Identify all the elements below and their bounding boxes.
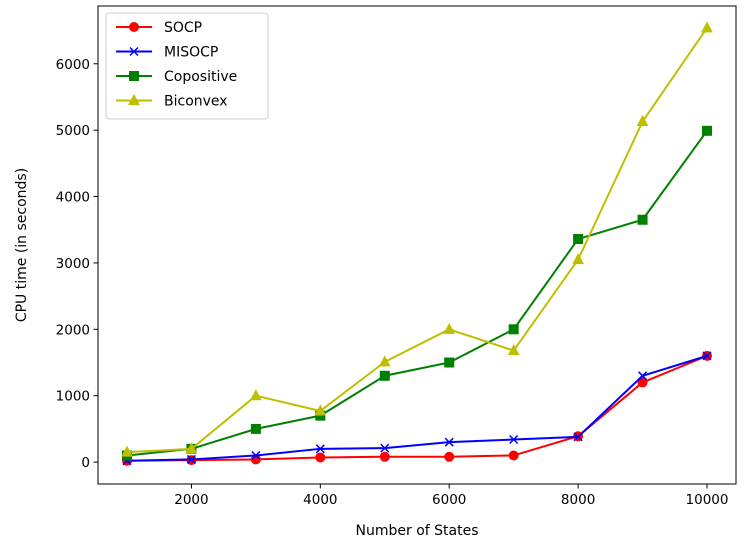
x-marker-stroke	[638, 371, 648, 381]
x-tick-label: 6000	[432, 492, 466, 508]
data-point-biconvex	[314, 404, 327, 416]
data-point-copositive	[508, 324, 519, 335]
y-axis-label: CPU time (in seconds)	[14, 168, 30, 322]
legend-item-copositive: Copositive	[116, 69, 237, 85]
data-point-misocp	[186, 454, 196, 464]
x-marker-stroke	[129, 46, 139, 57]
legend-marker	[129, 71, 139, 81]
data-point-socp	[508, 450, 519, 461]
data-point-misocp	[509, 434, 519, 445]
legend-box	[105, 12, 269, 120]
x-tick-label: 8000	[561, 492, 595, 508]
legend-item-socp: SOCP	[116, 20, 202, 36]
data-point-misocp	[444, 437, 454, 447]
plot-marks	[121, 21, 713, 466]
x-tick-label: 2000	[174, 492, 208, 508]
legend-label: Copositive	[164, 69, 237, 85]
data-point-misocp	[638, 371, 648, 381]
y-tick-label: 6000	[56, 57, 90, 73]
data-point-copositive	[379, 370, 390, 381]
x-marker-stroke	[444, 437, 454, 447]
plot-frame	[97, 5, 737, 485]
data-point-biconvex	[507, 343, 520, 356]
x-marker-stroke	[315, 444, 325, 454]
data-point-misocp	[315, 444, 325, 454]
data-point-copositive	[250, 423, 261, 434]
data-point-biconvex	[185, 442, 198, 454]
legend-marker	[129, 46, 139, 57]
y-tick-label: 5000	[56, 123, 90, 139]
legend-item-misocp: MISOCP	[116, 45, 218, 61]
x-axis-label: Number of States	[356, 523, 479, 539]
series-biconvex	[121, 21, 713, 457]
legend: SOCP MISOCP Copositive Biconvex	[105, 12, 269, 120]
data-point-biconvex	[636, 114, 649, 127]
x-tick-label: 10000	[686, 492, 729, 508]
y-tick-label: 0	[81, 455, 90, 471]
y-tick-label: 1000	[56, 389, 90, 405]
data-point-biconvex	[250, 389, 262, 401]
data-point-copositive	[702, 125, 712, 136]
series-line-biconvex	[126, 27, 708, 454]
data-point-biconvex	[443, 322, 456, 334]
data-point-copositive	[444, 357, 455, 368]
data-point-biconvex	[121, 445, 133, 457]
legend-label: Biconvex	[164, 94, 228, 110]
y-tick-label: 4000	[56, 190, 90, 206]
series-line-misocp	[126, 354, 708, 462]
y-axis: 0 1000 2000 3000 4000 5000 6000	[56, 57, 98, 471]
data-point-misocp	[380, 443, 390, 453]
x-marker-stroke	[380, 443, 390, 453]
legend-marker	[128, 93, 140, 105]
series-line-socp	[126, 354, 708, 462]
x-tick-label: 4000	[303, 492, 337, 508]
data-point-misocp	[251, 450, 261, 460]
x-marker-stroke	[186, 454, 196, 464]
data-point-socp	[379, 451, 390, 462]
y-tick-label: 2000	[56, 322, 90, 338]
legend-marker	[129, 22, 139, 32]
x-marker-stroke	[251, 450, 261, 460]
x-marker-stroke	[509, 434, 519, 445]
data-point-socp	[637, 377, 648, 388]
data-point-biconvex	[378, 355, 391, 367]
data-point-misocp	[573, 432, 583, 442]
x-marker-stroke	[573, 432, 583, 442]
y-tick-label: 3000	[56, 256, 90, 272]
data-point-socp	[315, 452, 326, 463]
x-axis: 2000 4000 6000 8000 10000	[174, 484, 728, 508]
data-point-biconvex	[572, 253, 584, 265]
data-point-socp	[444, 451, 455, 462]
series-copositive	[122, 125, 712, 461]
x-marker-stroke	[702, 351, 712, 361]
legend-label: MISOCP	[164, 45, 218, 61]
data-point-biconvex	[701, 21, 713, 33]
data-point-copositive	[573, 234, 584, 245]
legend-label: SOCP	[164, 20, 202, 36]
data-point-copositive	[637, 214, 648, 225]
series-misocp	[122, 351, 712, 466]
series-line-copositive	[126, 130, 708, 457]
data-point-misocp	[702, 351, 712, 361]
legend-item-biconvex: Biconvex	[116, 94, 228, 110]
